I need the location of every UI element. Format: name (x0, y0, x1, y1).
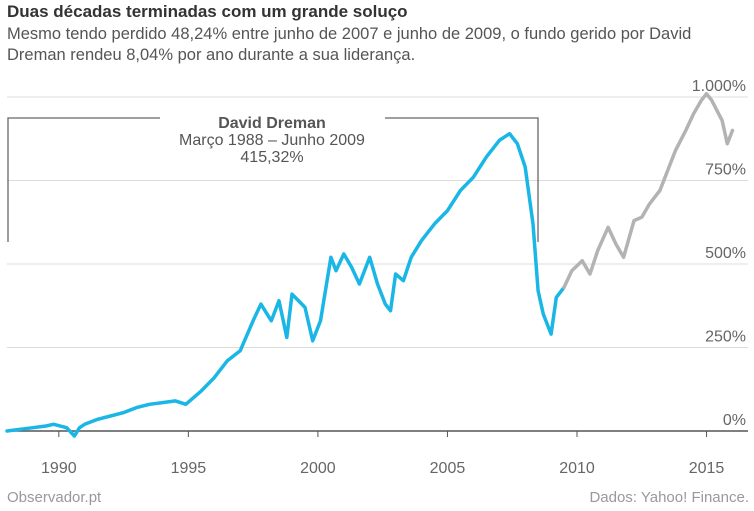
x-tick-label: 1990 (41, 460, 77, 477)
chart-title: Duas décadas terminadas com um grande so… (7, 2, 408, 21)
x-tick-label: 2000 (300, 460, 336, 477)
annotation-name: David Dreman (218, 115, 326, 132)
x-axis-labels: 1990 1995 2000 2005 2010 2015 (41, 431, 724, 477)
annotation-value: 415,32% (240, 149, 303, 166)
series-line-dreman (5, 131, 566, 438)
y-tick-label: 1.000% (692, 78, 746, 95)
x-tick-label: 2010 (559, 460, 595, 477)
grid-lines (7, 96, 748, 348)
footer-source-left: Observador.pt (7, 489, 102, 506)
x-tick-label: 2005 (430, 460, 466, 477)
y-tick-label: 500% (705, 245, 746, 262)
series-lines (5, 91, 735, 438)
bracket-left (7, 117, 160, 242)
bracket-right (385, 117, 539, 242)
y-tick-label: 250% (705, 329, 746, 346)
y-tick-label: 750% (705, 162, 746, 179)
annotation-period: Março 1988 – Junho 2009 (179, 132, 365, 149)
y-axis-labels: 0% 250% 500% 750% 1.000% (692, 78, 746, 429)
chart-subtitle: Mesmo tendo perdido 48,24% entre junho d… (7, 25, 692, 64)
series-line-after (562, 91, 735, 290)
footer-source-right: Dados: Yahoo! Finance. (589, 489, 749, 506)
y-tick-label: 0% (723, 412, 746, 429)
x-tick-label: 2015 (689, 460, 725, 477)
x-tick-label: 1995 (171, 460, 207, 477)
annotation-bracket: David Dreman Março 1988 – Junho 2009 415… (7, 115, 539, 242)
